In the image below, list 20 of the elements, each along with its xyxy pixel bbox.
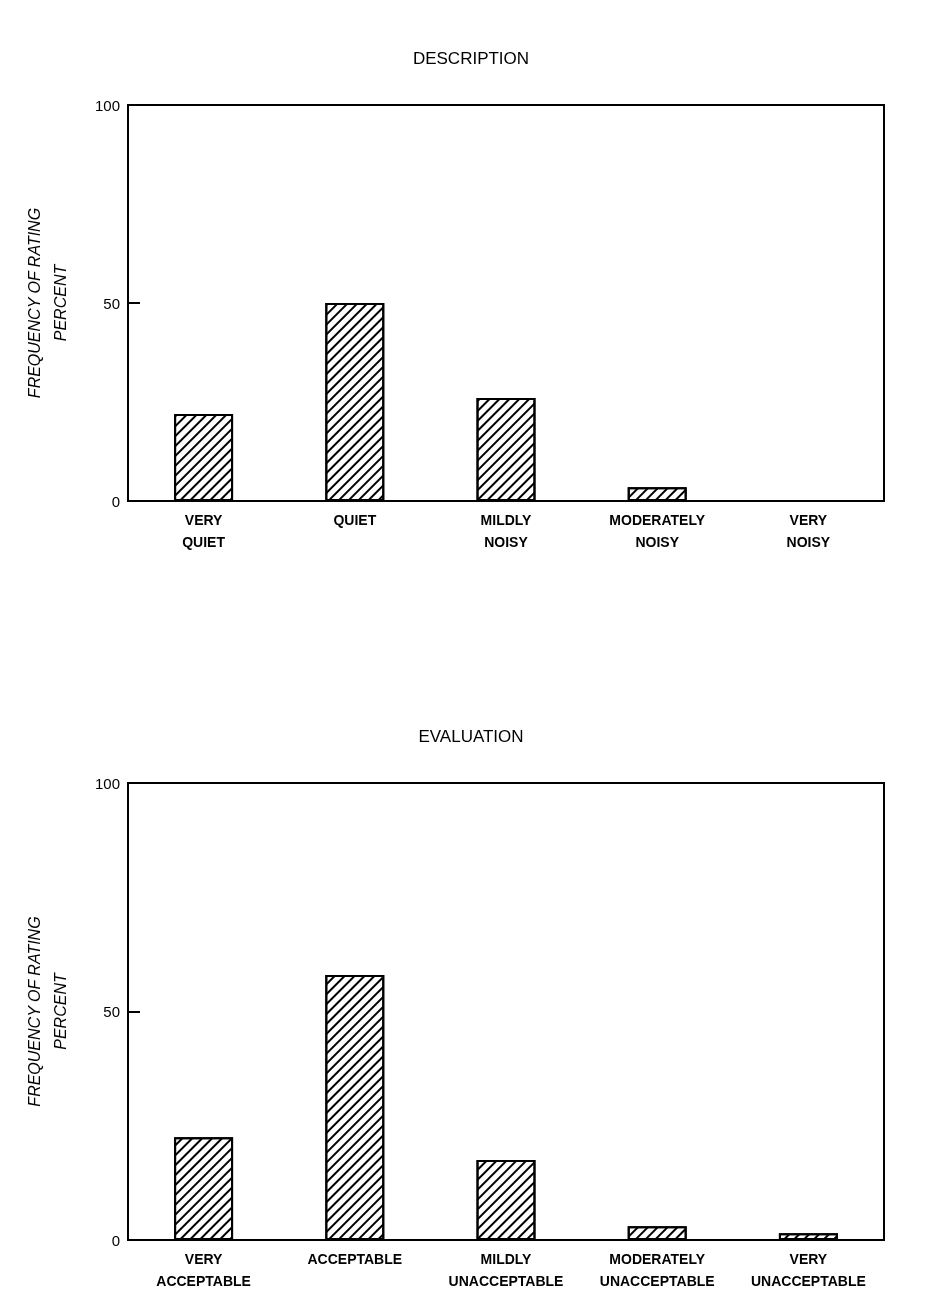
y-axis-title: FREQUENCY OF RATING PERCENT [25,207,69,399]
x-tick-label: MODERATELY NOISY [609,512,706,550]
x-tick-label: ACCEPTABLE [307,1251,403,1267]
y-tick-label: 0 [111,492,120,510]
chart-title: EVALUATION [418,727,524,746]
y-tick-label: 50 [103,1003,120,1020]
x-tick-label: QUIET [333,512,377,528]
x-tick-label: VERY UNACCEPTABLE [750,1251,866,1289]
x-tick-label: VERY ACCEPTABLE [156,1251,251,1289]
x-tick-label: VERY QUIET [182,512,226,550]
y-tick-label: 100 [94,774,120,792]
chart-title: DESCRIPTION [412,49,530,68]
y-tick-label: 100 [94,96,120,114]
x-tick-label: MILDLY UNACCEPTABLE [448,1251,564,1289]
y-tick-label: 0 [111,1231,120,1249]
x-tick-label: MILDLY NOISY [480,512,533,550]
y-tick-label: 50 [103,294,120,312]
y-axis-title: FREQUENCY OF RATING PERCENT [25,916,69,1107]
x-tick-label: MODERATELY UNACCEPTABLE [599,1251,715,1289]
x-tick-label: VERY NOISY [786,512,831,550]
